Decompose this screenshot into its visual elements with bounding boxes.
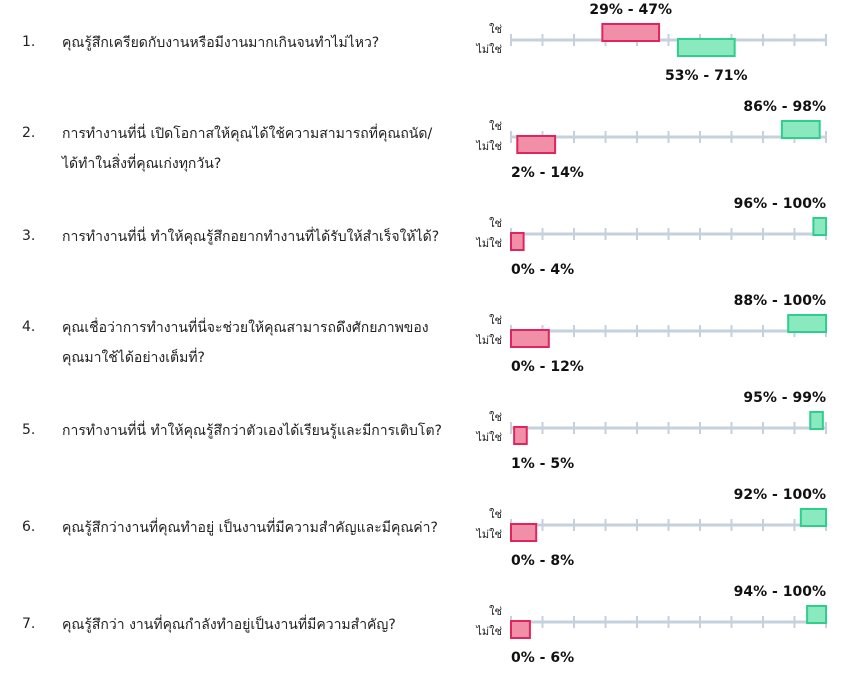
question-text-line: การทำงานที่นี่ เปิดโอกาสให้คุณได้ใช้ความ… xyxy=(62,126,433,142)
question-row: 3. การทำงานที่นี่ ทำให้คุณรู้สึกอยากทำงาน… xyxy=(0,194,851,291)
yes-row-label: ใช่ xyxy=(489,314,502,327)
question-number: 5. xyxy=(22,422,36,438)
no-range-bar xyxy=(510,232,525,251)
question-text: คุณรู้สึกเครียดกับงานหรือมีงานมากเกินจนท… xyxy=(62,28,462,58)
no-row-label: ไม่ใช่ xyxy=(476,334,502,347)
no-range-bar xyxy=(516,135,557,154)
no-range-bar xyxy=(601,23,661,42)
question-text-line: คุณรู้สึกว่างานที่คุณทำอยู่ เป็นงานที่มี… xyxy=(62,520,438,536)
no-row-label: ไม่ใช่ xyxy=(476,528,502,541)
range-chart: 29% - 47% 53% - 71% xyxy=(510,2,827,84)
yes-range-label: 92% - 100% xyxy=(734,487,826,503)
range-chart: 92% - 100% 0% - 8% xyxy=(510,487,827,569)
yes-range-bar xyxy=(787,314,828,333)
range-chart: 95% - 99% 1% - 5% xyxy=(510,390,827,472)
yes-range-bar xyxy=(812,217,828,236)
question-text-line: ได้ทำในสิ่งที่คุณเก่งทุกวัน? xyxy=(62,156,222,172)
question-number: 2. xyxy=(22,125,36,141)
question-text: การทำงานที่นี่ ทำให้คุณรู้สึกว่าตัวเองได… xyxy=(62,416,462,446)
no-range-bar xyxy=(510,523,538,542)
no-range-label: 2% - 14% xyxy=(511,165,584,181)
no-row-label: ไม่ใช่ xyxy=(476,140,502,153)
question-number: 4. xyxy=(22,319,36,335)
question-row: 4. คุณเชื่อว่าการทำงานที่นี่จะช่วยให้คุณส… xyxy=(0,291,851,388)
no-range-label: 1% - 5% xyxy=(511,456,574,472)
yes-row-label: ใช่ xyxy=(489,120,502,133)
no-row-label: ไม่ใช่ xyxy=(476,431,502,444)
range-chart: 96% - 100% 0% - 4% xyxy=(510,196,828,278)
question-text-line: คุณรู้สึกเครียดกับงานหรือมีงานมากเกินจนท… xyxy=(62,35,380,51)
no-row-label: ไม่ใช่ xyxy=(476,237,502,250)
yes-row-label: ใช่ xyxy=(489,217,502,230)
question-text-line: คุณเชื่อว่าการทำงานที่นี่จะช่วยให้คุณสาม… xyxy=(62,320,429,336)
no-row-label: ไม่ใช่ xyxy=(476,625,502,638)
yes-range-bar xyxy=(809,411,824,430)
question-text: การทำงานที่นี่ ทำให้คุณรู้สึกอยากทำงานที… xyxy=(62,222,462,252)
yes-range-label: 29% - 47% xyxy=(589,2,672,18)
yes-range-bar xyxy=(806,605,827,624)
yes-range-label: 86% - 98% xyxy=(743,99,826,115)
yes-row-label: ใช่ xyxy=(489,411,502,424)
yes-range-bar xyxy=(676,38,736,57)
question-text-line: คุณรู้สึกว่า งานที่คุณกำลังทำอยู่เป็นงาน… xyxy=(62,617,396,633)
no-range-bar xyxy=(510,620,531,639)
question-number: 7. xyxy=(22,616,36,632)
question-text: การทำงานที่นี่ เปิดโอกาสให้คุณได้ใช้ความ… xyxy=(62,119,462,179)
question-text: คุณรู้สึกว่า งานที่คุณกำลังทำอยู่เป็นงาน… xyxy=(62,610,462,640)
question-text: คุณเชื่อว่าการทำงานที่นี่จะช่วยให้คุณสาม… xyxy=(62,313,462,373)
question-row: 2. การทำงานที่นี่ เปิดโอกาสให้คุณได้ใช้คว… xyxy=(0,97,851,194)
no-range-bar xyxy=(510,329,550,348)
question-text: คุณรู้สึกว่างานที่คุณทำอยู่ เป็นงานที่มี… xyxy=(62,513,462,543)
question-row: 5. การทำงานที่นี่ ทำให้คุณรู้สึกว่าตัวเอง… xyxy=(0,388,851,485)
no-range-label: 0% - 4% xyxy=(511,262,574,278)
question-text-line: การทำงานที่นี่ ทำให้คุณรู้สึกอยากทำงานที… xyxy=(62,229,440,245)
question-row: 6. คุณรู้สึกว่างานที่คุณทำอยู่ เป็นงานที่… xyxy=(0,485,851,582)
yes-range-bar xyxy=(780,120,821,139)
no-row-label: ไม่ใช่ xyxy=(476,43,502,56)
question-number: 1. xyxy=(22,34,36,50)
yes-range-label: 96% - 100% xyxy=(734,196,826,212)
no-range-label: 0% - 6% xyxy=(511,650,574,666)
yes-range-label: 95% - 99% xyxy=(743,390,826,406)
range-chart: 86% - 98% 2% - 14% xyxy=(510,99,827,181)
no-range-label: 0% - 8% xyxy=(511,553,574,569)
question-row: 7. คุณรู้สึกว่า งานที่คุณกำลังทำอยู่เป็นง… xyxy=(0,582,851,679)
yes-range-bar xyxy=(799,508,827,527)
yes-range-label: 88% - 100% xyxy=(734,293,826,309)
range-chart: 94% - 100% 0% - 6% xyxy=(510,584,827,666)
no-range-label: 53% - 71% xyxy=(665,68,748,84)
yes-range-label: 94% - 100% xyxy=(734,584,826,600)
question-number: 6. xyxy=(22,519,36,535)
question-number: 3. xyxy=(22,228,36,244)
yes-row-label: ใช่ xyxy=(489,605,502,618)
range-chart: 88% - 100% 0% - 12% xyxy=(510,293,828,375)
no-range-bar xyxy=(513,426,528,445)
question-row: 1. คุณรู้สึกเครียดกับงานหรือมีงานมากเกินจ… xyxy=(0,0,851,97)
question-text-line: การทำงานที่นี่ ทำให้คุณรู้สึกว่าตัวเองได… xyxy=(62,423,442,439)
no-range-label: 0% - 12% xyxy=(511,359,584,375)
yes-row-label: ใช่ xyxy=(489,23,502,36)
yes-row-label: ใช่ xyxy=(489,508,502,521)
question-text-line: คุณมาใช้ได้อย่างเต็มที่? xyxy=(62,350,205,366)
